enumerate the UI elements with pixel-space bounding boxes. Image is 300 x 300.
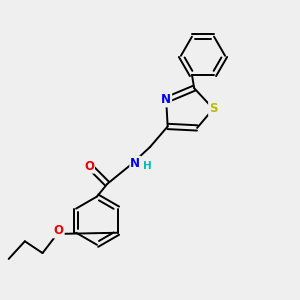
- Text: N: N: [130, 157, 140, 170]
- Text: O: O: [54, 224, 64, 238]
- Text: N: N: [161, 93, 171, 106]
- Text: S: S: [209, 102, 218, 115]
- Text: O: O: [84, 160, 94, 173]
- Text: H: H: [143, 161, 152, 171]
